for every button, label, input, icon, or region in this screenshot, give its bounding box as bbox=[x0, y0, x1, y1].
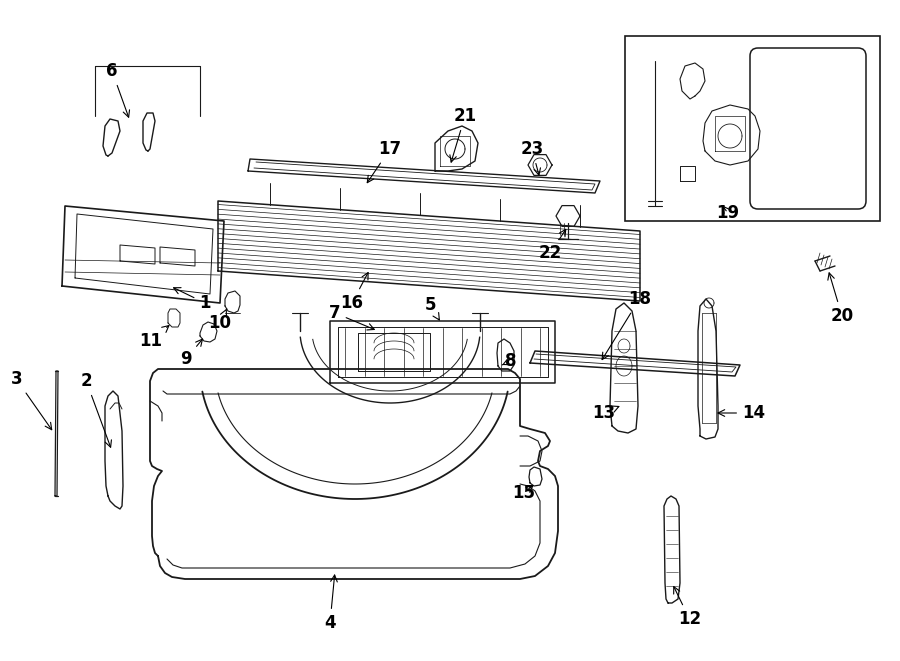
Text: 16: 16 bbox=[340, 272, 368, 312]
Text: 18: 18 bbox=[602, 290, 651, 360]
Text: 19: 19 bbox=[716, 204, 740, 222]
Text: 1: 1 bbox=[174, 288, 211, 312]
Text: 11: 11 bbox=[139, 326, 169, 350]
Text: 3: 3 bbox=[11, 370, 51, 430]
Text: 17: 17 bbox=[367, 140, 401, 182]
Text: 5: 5 bbox=[424, 296, 439, 320]
Text: 15: 15 bbox=[512, 484, 535, 502]
Text: 10: 10 bbox=[209, 309, 231, 332]
Text: 12: 12 bbox=[674, 586, 701, 628]
Text: 21: 21 bbox=[450, 107, 477, 162]
Text: 9: 9 bbox=[180, 339, 202, 368]
Text: 13: 13 bbox=[592, 404, 619, 422]
Text: 7: 7 bbox=[329, 304, 374, 330]
Text: 4: 4 bbox=[324, 575, 338, 632]
Text: 22: 22 bbox=[539, 229, 566, 262]
Text: 6: 6 bbox=[106, 62, 130, 117]
Text: 8: 8 bbox=[502, 352, 517, 370]
Bar bbox=[625, 36, 880, 221]
Text: 20: 20 bbox=[828, 273, 853, 325]
Text: 14: 14 bbox=[718, 404, 765, 422]
Text: 2: 2 bbox=[80, 372, 112, 447]
Text: 23: 23 bbox=[520, 140, 544, 175]
